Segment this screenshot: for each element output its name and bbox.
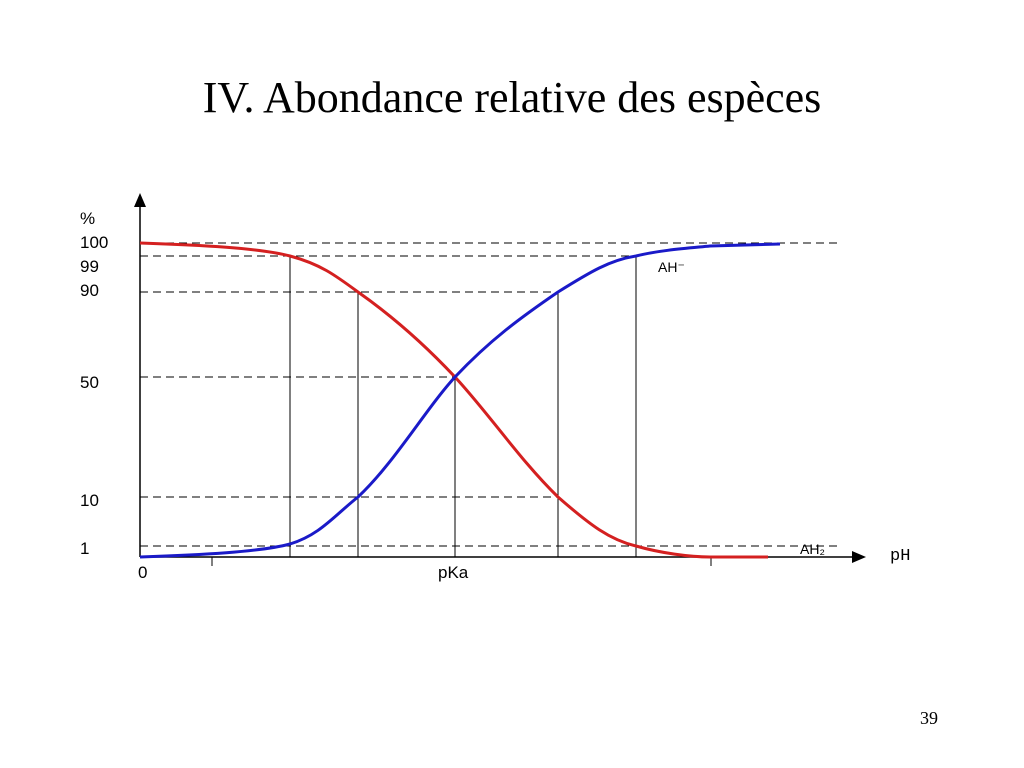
y-label: 1 xyxy=(80,539,89,558)
x-label: pKa xyxy=(438,563,469,582)
page-number: 39 xyxy=(920,708,938,728)
x-axis-label: pH xyxy=(890,547,910,566)
curve-label: AH₂ xyxy=(800,541,825,557)
y-label: 10 xyxy=(80,491,99,510)
arrow xyxy=(852,551,866,563)
y-label: 50 xyxy=(80,373,99,392)
y-label: 90 xyxy=(80,281,99,300)
curve-label: AH⁻ xyxy=(658,259,685,275)
arrow xyxy=(134,193,146,207)
curve-ah xyxy=(139,242,781,559)
y-labels: 100 99 90 50 10 1 xyxy=(80,233,108,558)
y-label: 99 xyxy=(80,257,99,276)
y-axis-label: % xyxy=(80,209,95,228)
curve-ah2 xyxy=(139,241,768,559)
y-label: 100 xyxy=(80,233,108,252)
slide-title: IV. Abondance relative des espèces xyxy=(202,73,822,122)
x-label: 0 xyxy=(138,563,147,582)
